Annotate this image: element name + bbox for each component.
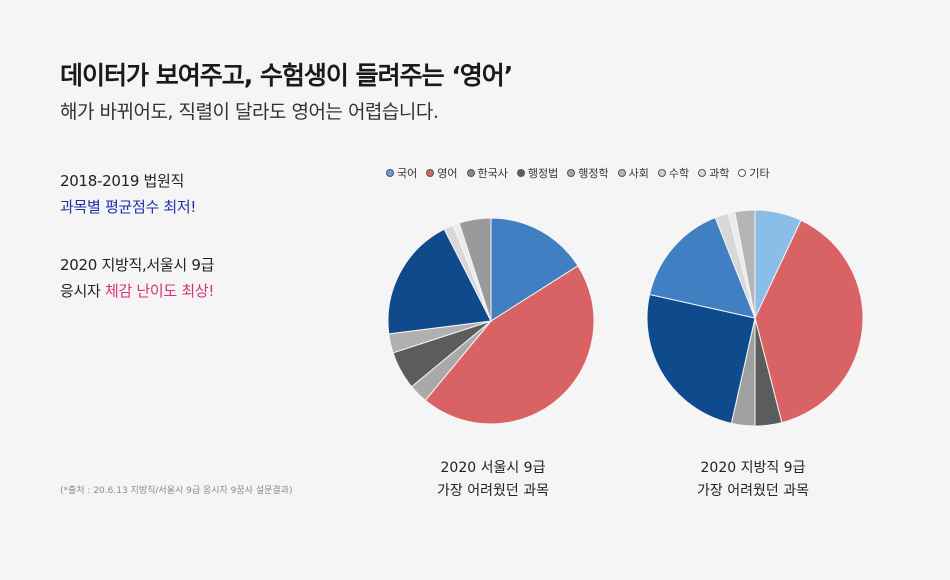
legend-swatch <box>516 169 525 177</box>
local-pie-caption: 2020 지방직 9급 가장 어려웠던 과목 <box>653 457 853 503</box>
legend-label: 국어 <box>397 167 418 180</box>
legend-item: 사회 <box>617 165 649 181</box>
legend-label: 행정학 <box>578 167 609 180</box>
legend-item: 한국사 <box>466 165 508 181</box>
legend-item: 행정학 <box>567 165 609 181</box>
legend-swatch <box>657 169 666 177</box>
seoul-pie-chart <box>387 217 595 425</box>
legend-label: 수학 <box>668 167 690 180</box>
legend-label: 한국사 <box>477 167 508 180</box>
legend-label: 사회 <box>628 167 649 180</box>
legend-label: 기타 <box>749 167 770 180</box>
local-exam-highlight: 체감 난이도 최상! <box>104 282 215 300</box>
local-pie-caption-line1: 2020 지방직 9급 <box>700 460 806 476</box>
legend-label: 영어 <box>437 167 458 180</box>
pie-slice-행정학 <box>646 293 756 424</box>
pie-slice-영어 <box>424 265 595 425</box>
legend-label: 과학 <box>709 167 730 180</box>
legend-item: 행정법 <box>516 165 559 181</box>
legend-item: 과학 <box>698 165 729 181</box>
legend-swatch <box>567 169 576 177</box>
local-pie-chart <box>646 209 864 427</box>
local-pie-caption-line2: 가장 어려웠던 과목 <box>697 483 809 499</box>
local-exam-note: 2020 지방직,서울시 9급 응시자 체감 난이도 최상! <box>60 252 214 304</box>
seoul-pie-caption: 2020 서울시 9급 가장 어려웠던 과목 <box>393 457 593 503</box>
legend-item: 수학 <box>657 165 690 181</box>
legend-item: 영어 <box>426 165 458 181</box>
page-title: 데이터가 보여주고, 수험생이 들려주는 ‘영어’ <box>60 61 513 90</box>
pie-slice-행정학-2 <box>387 228 492 335</box>
court-exam-highlight: 과목별 평균점수 최저! <box>60 198 197 216</box>
chart-legend: 국어 영어 한국사 행정법 행정학 사회 수학 과학 기타 <box>386 165 770 181</box>
pie-slice-국어 <box>490 217 579 322</box>
local-exam-prefix: 응시자 <box>60 282 105 300</box>
pie-slice-기타 <box>458 217 492 322</box>
legend-swatch <box>698 169 707 177</box>
legend-swatch <box>617 169 626 177</box>
legend-swatch <box>738 169 747 177</box>
local-exam-heading: 2020 지방직,서울시 9급 <box>60 256 215 274</box>
legend-swatch <box>466 169 475 177</box>
source-note: (*출처 : 20.6.13 지방직/서울시 9급 응시자 9꿈사 설문결과) <box>60 486 293 496</box>
legend-swatch <box>426 169 435 177</box>
legend-label: 행정법 <box>527 167 559 180</box>
seoul-pie-caption-line2: 가장 어려웠던 과목 <box>437 483 549 499</box>
page-subtitle: 해가 바뀌어도, 직렬이 달라도 영어는 어렵습니다. <box>60 101 439 123</box>
legend-item: 국어 <box>386 165 417 181</box>
court-exam-note: 2018-2019 법원직 과목별 평균점수 최저! <box>60 168 196 220</box>
legend-item: 기타 <box>738 165 770 181</box>
pie-slice-기타 <box>734 209 756 319</box>
court-exam-heading: 2018-2019 법원직 <box>60 172 185 190</box>
pie-slice-사회 <box>649 216 756 319</box>
pie-slice-영어 <box>754 219 864 424</box>
local-exam-line: 응시자 체감 난이도 최상! <box>60 278 214 304</box>
seoul-pie-caption-line1: 2020 서울시 9급 <box>440 460 546 476</box>
legend-swatch <box>386 169 394 177</box>
